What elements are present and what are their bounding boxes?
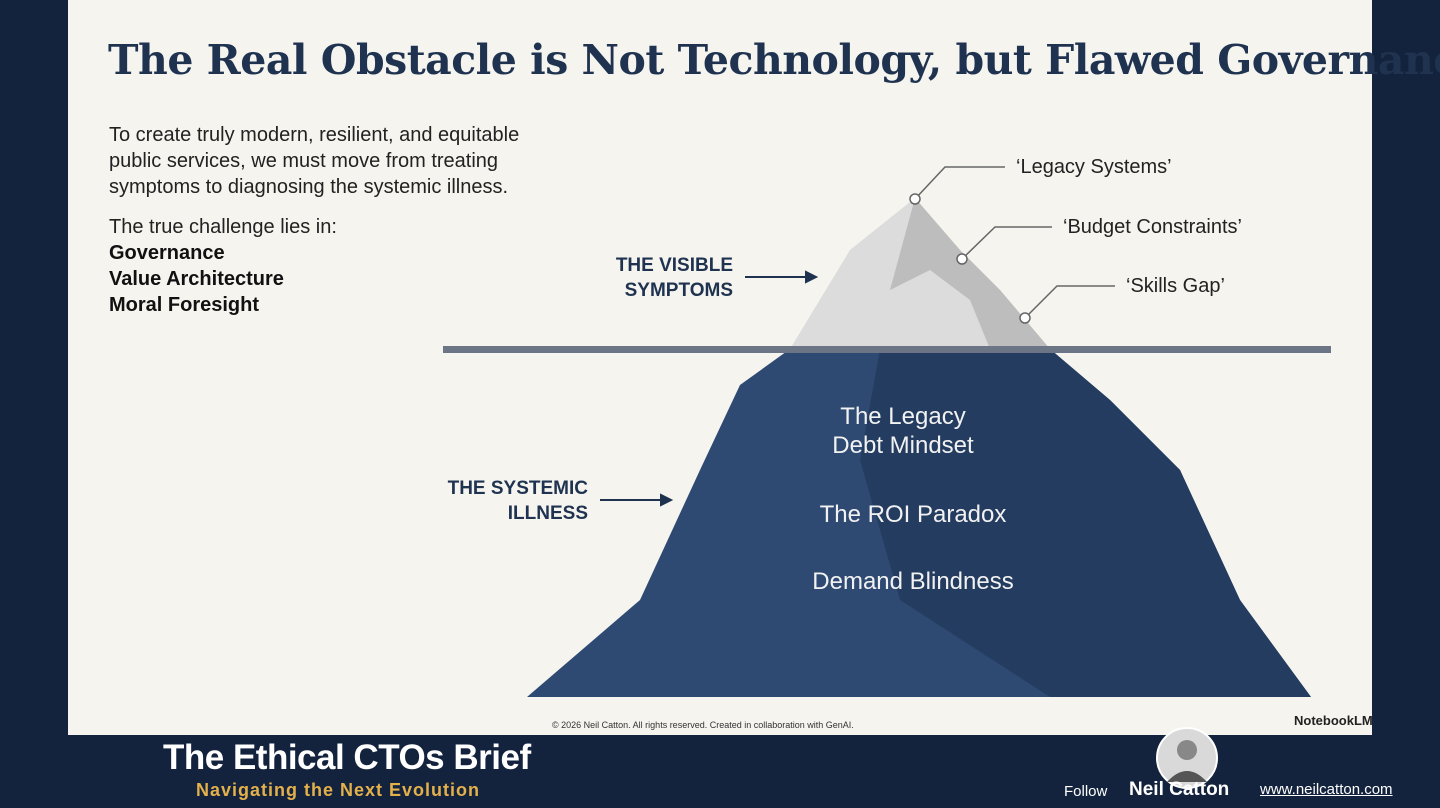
- tagline: Navigating the Next Evolution: [196, 780, 481, 800]
- water-line: [443, 346, 1331, 353]
- iceberg-shade: [860, 349, 1311, 697]
- author-name[interactable]: Neil Catton: [1129, 779, 1230, 800]
- arrow-head: [805, 270, 819, 284]
- callout-dot: [909, 193, 921, 205]
- symptom: ‘Legacy Systems’: [1016, 156, 1172, 178]
- callout-dot: [1019, 312, 1031, 324]
- challenge: Moral Foresight: [109, 294, 260, 316]
- callout-dot: [956, 253, 968, 265]
- follow-label: Follow: [1064, 783, 1108, 800]
- arrow-head: [660, 493, 674, 507]
- avatar-head: [1177, 740, 1197, 760]
- avatar-body: [1167, 771, 1207, 782]
- slide-title: The Real Obstacle is Not Technology, but…: [108, 36, 1440, 84]
- symptom: ‘Skills Gap’: [1126, 275, 1225, 297]
- brand: NotebookLM: [1294, 713, 1373, 728]
- cause: The Legacy Debt Mindset: [832, 403, 974, 459]
- challenge-lead: The true challenge lies in:: [109, 216, 337, 238]
- iceberg-tip-shade: [890, 198, 1050, 349]
- website-link[interactable]: www.neilcatton.com: [1260, 781, 1393, 798]
- intro-text: To create truly modern, resilient, and e…: [109, 124, 520, 198]
- callout-line: [914, 166, 1005, 200]
- symptom: ‘Budget Constraints’: [1063, 216, 1242, 238]
- cause: The ROI Paradox: [819, 501, 1007, 528]
- visible-label: THE VISIBLE SYMPTOMS: [615, 255, 733, 301]
- challenge: Governance: [109, 242, 225, 264]
- cause: Demand Blindness: [812, 568, 1014, 595]
- callout-line: [1024, 285, 1115, 319]
- hidden-label: THE SYSTEMIC ILLNESS: [447, 478, 588, 524]
- callout-line: [961, 226, 1052, 260]
- copyright: © 2026 Neil Catton. All rights reserved.…: [552, 720, 854, 730]
- challenge: Value Architecture: [109, 268, 284, 290]
- show-title: The Ethical CTOs Brief: [163, 738, 531, 777]
- callouts: [914, 166, 1115, 319]
